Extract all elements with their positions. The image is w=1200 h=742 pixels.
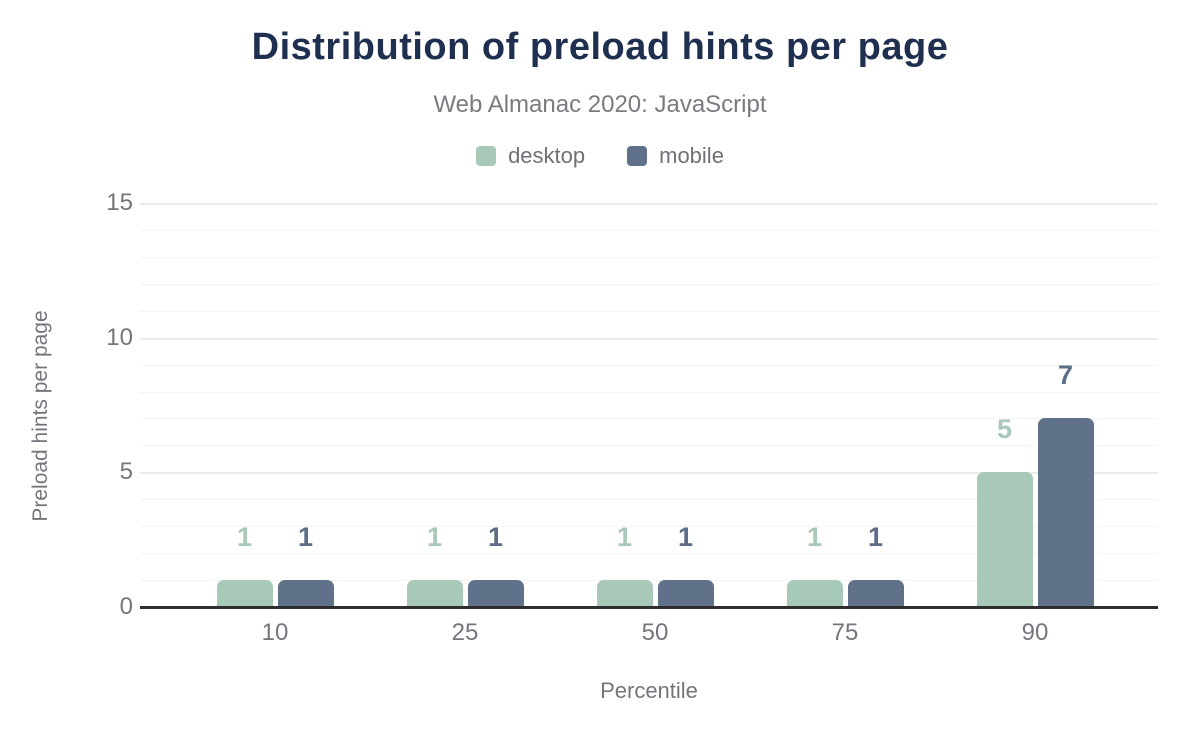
bar-desktop-p90 <box>976 472 1033 607</box>
y-tick-label: 10 <box>106 323 133 351</box>
bar-value-label: 1 <box>616 522 633 553</box>
bar-desktop-p25 <box>406 580 463 607</box>
bar-mobile-p75 <box>847 580 904 607</box>
bar-value-label: 1 <box>867 522 884 553</box>
gridline <box>140 418 1158 420</box>
gridline <box>140 391 1158 393</box>
x-tick-label: 90 <box>1021 619 1049 646</box>
bar-value-label: 1 <box>677 522 694 553</box>
y-tick-label: 5 <box>119 458 133 486</box>
chart-title: Distribution of preload hints per page <box>251 26 949 68</box>
legend-label: desktop <box>508 143 586 168</box>
x-tick-label: 75 <box>831 619 859 646</box>
y-tick-label: 0 <box>119 593 133 620</box>
gridline <box>140 203 1158 205</box>
bar-value-label: 1 <box>236 522 253 553</box>
x-axis-line <box>140 605 1158 609</box>
bar-mobile-p25 <box>467 580 524 607</box>
gridline <box>140 229 1158 231</box>
gridline <box>140 256 1158 258</box>
legend-item-mobile: mobile <box>627 143 724 169</box>
bar-desktop-p75 <box>786 580 843 607</box>
gridline <box>140 526 1158 528</box>
gridline <box>140 553 1158 555</box>
x-tick-label: 25 <box>451 619 479 646</box>
gridline <box>140 445 1158 447</box>
bar-value-label: 5 <box>996 414 1013 445</box>
x-tick-label: 50 <box>641 619 669 646</box>
gridline <box>140 472 1158 475</box>
x-tick-label: 10 <box>261 619 289 646</box>
legend-swatch-icon <box>476 146 497 166</box>
bar-value-label: 1 <box>487 522 504 553</box>
bar-value-label: 1 <box>806 522 823 553</box>
legend-swatch-icon <box>627 146 648 166</box>
legend: desktop mobile <box>0 143 1200 169</box>
legend-label: mobile <box>659 143 724 168</box>
bar-mobile-p90 <box>1037 418 1094 607</box>
gridline <box>140 364 1158 366</box>
gridline <box>140 499 1158 501</box>
bar-mobile-p10 <box>277 580 334 607</box>
x-axis-title: Percentile <box>600 678 698 703</box>
gridline <box>140 337 1158 340</box>
bar-mobile-p50 <box>657 580 714 607</box>
chart-subtitle: Web Almanac 2020: JavaScript <box>433 91 767 118</box>
y-tick-label: 15 <box>106 189 133 216</box>
gridline <box>140 283 1158 285</box>
bar-value-label: 1 <box>426 522 443 553</box>
bar-value-label: 7 <box>1057 360 1074 391</box>
bar-desktop-p50 <box>596 580 653 607</box>
bar-desktop-p10 <box>216 580 273 607</box>
legend-item-desktop: desktop <box>476 143 585 169</box>
bar-value-label: 1 <box>297 522 314 553</box>
gridline <box>140 310 1158 312</box>
